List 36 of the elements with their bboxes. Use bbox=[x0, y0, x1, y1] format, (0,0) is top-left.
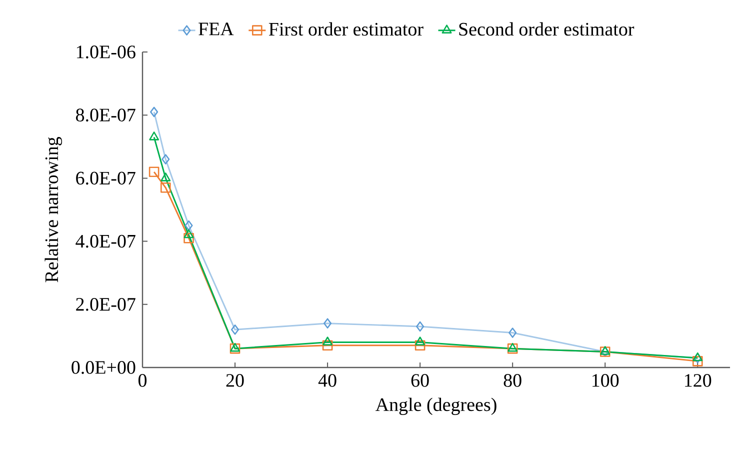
point bbox=[150, 106, 158, 118]
point bbox=[160, 172, 171, 182]
point bbox=[184, 232, 194, 244]
point bbox=[324, 318, 332, 328]
point bbox=[184, 229, 194, 238]
point bbox=[160, 182, 171, 193]
point bbox=[184, 220, 193, 231]
y-tick-label: 0.0E+00 bbox=[72, 361, 136, 374]
x-tick-label: 120 bbox=[685, 374, 712, 387]
x-tick-label: 60 bbox=[411, 374, 429, 387]
y-tick-label: 1.0E-06 bbox=[76, 46, 136, 58]
point bbox=[149, 132, 160, 140]
y-tick-label: 8.0E-07 bbox=[76, 108, 136, 122]
x-tick-label: 100 bbox=[592, 374, 619, 387]
x-tick-label: 20 bbox=[226, 374, 244, 387]
y-tick-label: 4.0E-07 bbox=[76, 234, 136, 248]
point bbox=[322, 340, 333, 351]
point bbox=[148, 166, 160, 178]
x-tick-label: 80 bbox=[504, 374, 522, 387]
point bbox=[322, 336, 333, 346]
point bbox=[692, 356, 703, 366]
point bbox=[162, 154, 170, 164]
legend-label: FEA bbox=[198, 22, 234, 36]
point bbox=[508, 328, 517, 338]
y-tick-label: 2.0E-07 bbox=[76, 298, 136, 311]
point bbox=[416, 321, 424, 332]
point bbox=[414, 340, 426, 351]
legend-label: Second order estimator bbox=[459, 22, 634, 36]
point bbox=[415, 336, 426, 346]
x-tick-label: 40 bbox=[318, 374, 336, 387]
y-axis-title: Relative narrowing bbox=[44, 137, 62, 282]
x-tick-label: 0 bbox=[138, 374, 147, 387]
y-tick-label: 6.0E-07 bbox=[76, 172, 136, 185]
legend-label: First order estimator bbox=[268, 22, 424, 36]
x-axis-title: Angle (degrees) bbox=[376, 398, 496, 415]
point bbox=[230, 324, 240, 335]
